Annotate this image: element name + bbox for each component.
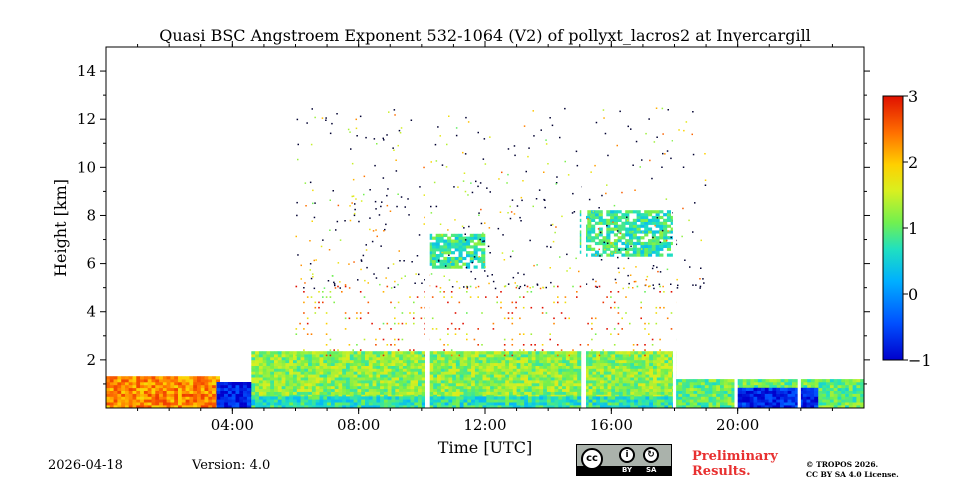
x-tick-label-3: 16:00 — [590, 416, 633, 434]
copyright-note: © TROPOS 2026. CC BY SA 4.0 License. — [806, 460, 899, 480]
y-tick-label-1: 4 — [86, 303, 96, 321]
y-tick-label-2: 6 — [86, 255, 96, 273]
copyright-line2: CC BY SA 4.0 License. — [806, 470, 899, 479]
preliminary-note: Preliminary Results. — [692, 449, 778, 479]
preliminary-line1: Preliminary — [692, 449, 778, 464]
cc-icon: cc — [581, 448, 603, 470]
heatmap-region-evening-black-blue — [734, 387, 819, 408]
x-tick-label-1: 08:00 — [337, 416, 380, 434]
by-person-icon: i — [619, 447, 635, 463]
sa-share-icon: ↻ — [643, 447, 659, 463]
colorbar-tick-label-1: 0 — [908, 285, 918, 304]
x-tick-label-0: 04:00 — [211, 416, 254, 434]
cc-badge-strip — [577, 466, 671, 475]
by-label: BY — [622, 466, 633, 474]
colorbar-tick-label-4: 3 — [908, 87, 918, 106]
preliminary-line2: Results. — [692, 464, 751, 479]
colorbar-tick-label-0: −1 — [908, 351, 932, 370]
chart-title: Quasi BSC Angstroem Exponent 532-1064 (V… — [159, 26, 811, 45]
y-tick-label-4: 10 — [77, 158, 96, 176]
x-tick-label-4: 20:00 — [716, 416, 759, 434]
cc-by-sa-icon: cc i ↻ BY SA — [576, 444, 672, 476]
heatmap-region-low-layer-black-blue — [216, 382, 255, 408]
colorbar-tick-label-3: 2 — [908, 153, 918, 172]
heatmap-region-boundary-layer-orange — [106, 376, 220, 408]
y-axis-label: Height [km] — [51, 179, 70, 277]
x-tick-label-2: 12:00 — [463, 416, 506, 434]
axes: 04:00 08:00 12:00 16:00 20:00 2 4 6 8 10 12 14 — [77, 41, 870, 434]
data-gap-2 — [672, 47, 677, 408]
y-tick-label-3: 8 — [86, 206, 96, 224]
heatmap-region-cloud-layer-a — [428, 233, 486, 269]
y-tick-label-0: 2 — [86, 351, 96, 369]
footer-date: 2026-04-18 — [48, 458, 123, 473]
heatmap-speckles — [295, 107, 707, 290]
colorbar — [882, 95, 904, 361]
heatmap-area — [106, 47, 864, 408]
y-tick-label-5: 12 — [77, 110, 96, 128]
copyright-line1: © TROPOS 2026. — [806, 460, 879, 469]
y-tick-label-6: 14 — [77, 62, 96, 80]
data-gap-0 — [425, 47, 430, 408]
data-gap-1 — [581, 47, 586, 408]
sa-label: SA — [646, 466, 657, 474]
x-axis-label: Time [UTC] — [438, 438, 532, 457]
colorbar-tick-label-2: 1 — [908, 219, 918, 238]
data-gap-4 — [797, 47, 801, 408]
colorbar-ticks: −1 0 1 2 3 — [903, 87, 932, 370]
footer-version: Version: 4.0 — [192, 458, 271, 473]
heatmap-region-boundary-layer-green — [251, 351, 677, 404]
heatmap-region-aerosol-noisy-orange — [295, 285, 677, 357]
data-gap-3 — [734, 47, 738, 408]
